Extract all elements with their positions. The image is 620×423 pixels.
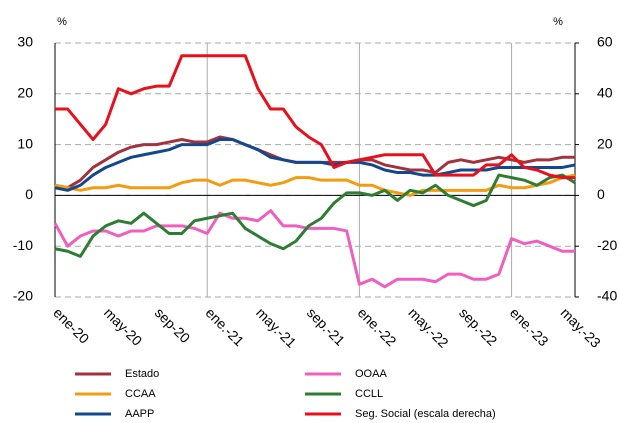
y-unit: % <box>57 16 67 28</box>
legend-label: Seg. Social (escala derecha) <box>355 408 496 420</box>
y-tick-label: 20 <box>17 85 33 101</box>
y2-tick-label: -20 <box>597 237 617 253</box>
x-tick-label: ene.-23 <box>507 304 552 349</box>
series-line <box>54 138 576 192</box>
y-tick-label: 10 <box>17 135 33 151</box>
x-tick-label: sep.-22 <box>456 304 500 348</box>
legend-label: OOAA <box>355 368 387 380</box>
series-line <box>55 54 575 180</box>
y2-tick-label: 20 <box>597 135 613 151</box>
x-tick-label: sep-20 <box>152 304 194 346</box>
y-tick-label: -10 <box>13 237 33 253</box>
series-line <box>54 173 576 197</box>
y2-tick-label: 60 <box>597 34 613 50</box>
legend-label: CCAA <box>125 388 156 400</box>
x-tick-label: may.-23 <box>558 304 604 350</box>
y-tick-label: 30 <box>17 34 33 50</box>
y2-tick-label: 0 <box>597 186 605 202</box>
x-tick-label: may.-22 <box>405 304 451 350</box>
series-line <box>53 209 575 289</box>
y-tick-label: 0 <box>25 186 33 202</box>
legend-label: Estado <box>125 368 159 380</box>
legend-label: AAPP <box>125 408 154 420</box>
y2-tick-label: 40 <box>597 85 613 101</box>
y2-tick-label: -40 <box>597 288 617 304</box>
y2-unit: % <box>553 16 563 28</box>
legend-label: CCLL <box>355 388 383 400</box>
x-tick-label: may.-21 <box>253 304 299 350</box>
x-tick-label: ene.-22 <box>355 304 400 349</box>
series-line <box>54 173 576 258</box>
x-tick-label: ene-20 <box>50 304 92 346</box>
y-tick-label: -20 <box>13 288 33 304</box>
x-tick-label: may-20 <box>101 304 145 348</box>
x-tick-label: ene.-21 <box>202 304 247 349</box>
x-tick-label: sep.-21 <box>304 304 348 348</box>
